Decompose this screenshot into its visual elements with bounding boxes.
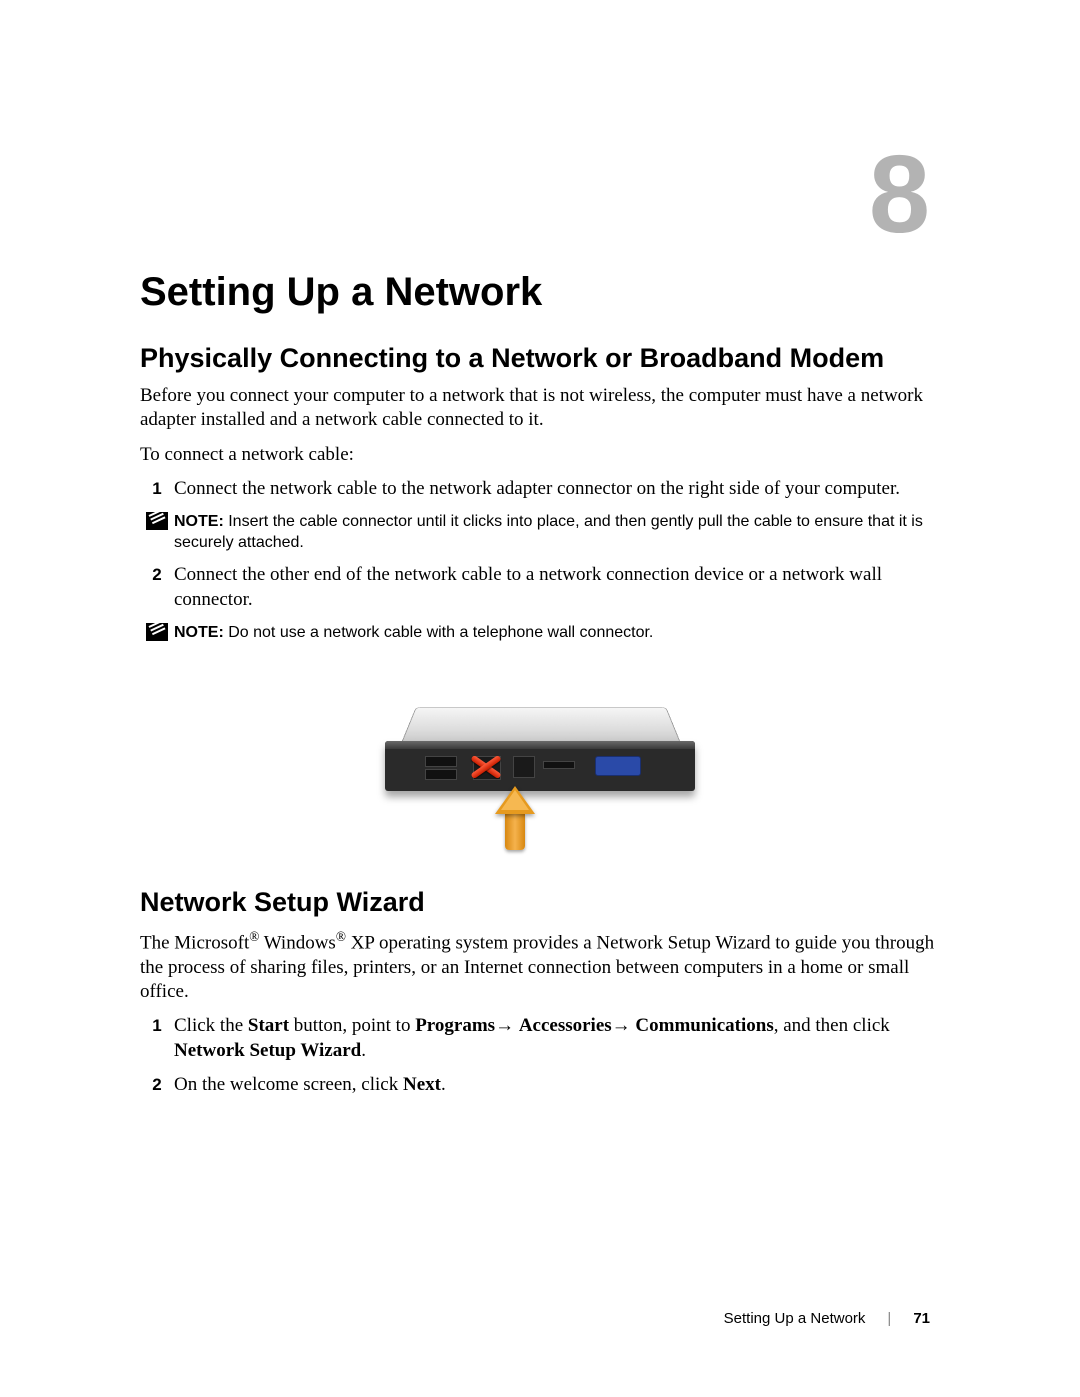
bold-term: Network Setup Wizard [174, 1040, 361, 1061]
text-fragment: . [441, 1074, 446, 1095]
registered-mark: ® [336, 929, 346, 944]
arrow-sep: → [495, 1015, 519, 1036]
text-fragment: , and then click [774, 1015, 890, 1036]
footer-section-name: Setting Up a Network [724, 1310, 866, 1327]
list-item: 1 Connect the network cable to the netwo… [140, 477, 940, 501]
note-block: NOTE: Insert the cable connector until i… [140, 511, 940, 553]
text-fragment: The Microsoft [140, 933, 249, 954]
step-number: 2 [140, 1073, 174, 1097]
note-text: NOTE: Insert the cable connector until i… [174, 511, 940, 553]
bold-term: Next [403, 1074, 441, 1095]
note-body: Do not use a network cable with a teleph… [224, 624, 654, 641]
note-label: NOTE: [174, 513, 224, 530]
step-text: On the welcome screen, click Next. [174, 1073, 940, 1097]
laptop-figure [140, 661, 940, 861]
note-block: NOTE: Do not use a network cable with a … [140, 622, 940, 643]
note-body: Insert the cable connector until it clic… [174, 513, 923, 551]
intro-paragraph: Before you connect your computer to a ne… [140, 384, 940, 433]
vga-port-icon [595, 756, 641, 776]
footer-sep: | [887, 1310, 891, 1327]
step-text: Connect the other end of the network cab… [174, 563, 940, 612]
orange-arrow-icon [495, 786, 535, 852]
document-page: 8 Setting Up a Network Physically Connec… [0, 0, 1080, 1397]
usb-port-icon [425, 756, 457, 767]
list-item: 1 Click the Start button, point to Progr… [140, 1014, 940, 1063]
page-title: Setting Up a Network [140, 0, 940, 315]
page-footer: Setting Up a Network | 71 [724, 1310, 930, 1327]
lead-in: To connect a network cable: [140, 443, 940, 467]
port-icon [543, 761, 575, 769]
text-fragment: Windows [259, 933, 335, 954]
port-icon [513, 756, 535, 778]
note-icon [140, 622, 174, 643]
wizard-intro: The Microsoft® Windows® XP operating sys… [140, 928, 940, 1004]
text-fragment: Click the [174, 1015, 248, 1036]
section-heading-physical: Physically Connecting to a Network or Br… [140, 343, 940, 374]
step-text: Click the Start button, point to Program… [174, 1014, 940, 1063]
step-number: 2 [140, 563, 174, 612]
bold-term: Accessories [519, 1015, 612, 1036]
note-text: NOTE: Do not use a network cable with a … [174, 622, 940, 643]
bold-term: Programs [415, 1015, 495, 1036]
section-heading-wizard: Network Setup Wizard [140, 887, 940, 918]
text-fragment: button, point to [289, 1015, 415, 1036]
laptop-base-edge [385, 741, 695, 749]
usb-port-icon [425, 769, 457, 780]
ordered-list-1: 1 Connect the network cable to the netwo… [140, 477, 940, 643]
text-fragment: On the welcome screen, click [174, 1074, 403, 1095]
step-number: 1 [140, 1014, 174, 1063]
footer-page-number: 71 [913, 1310, 930, 1327]
registered-mark: ® [249, 929, 259, 944]
note-label: NOTE: [174, 624, 224, 641]
bold-term: Communications [635, 1015, 773, 1036]
bold-term: Start [248, 1015, 289, 1036]
step-text: Connect the network cable to the network… [174, 477, 940, 501]
arrow-sep: → [612, 1015, 636, 1036]
ordered-list-2: 1 Click the Start button, point to Progr… [140, 1014, 940, 1097]
list-item: 2 On the welcome screen, click Next. [140, 1073, 940, 1097]
chapter-number: 8 [869, 140, 930, 250]
note-icon [140, 511, 174, 553]
ethernet-port-icon [473, 756, 501, 780]
step-number: 1 [140, 477, 174, 501]
laptop-illustration [385, 661, 695, 861]
list-item: 2 Connect the other end of the network c… [140, 563, 940, 612]
text-fragment: . [361, 1040, 366, 1061]
